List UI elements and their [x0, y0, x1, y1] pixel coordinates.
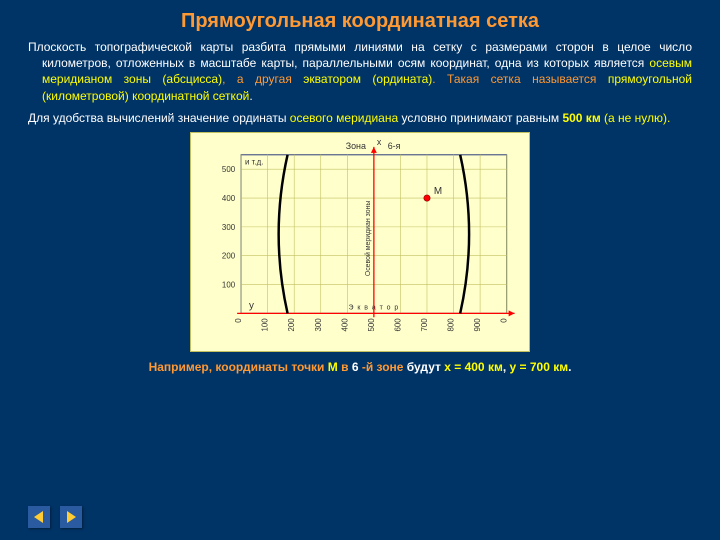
p1-seg1: Плоскость топографической карты разбита … [28, 40, 692, 70]
ex-t5: -й зоне [359, 360, 407, 374]
ex-t6: будут [407, 360, 444, 374]
ex-t2: М [328, 360, 338, 374]
svg-text:0: 0 [500, 318, 509, 323]
p1-seg4: экватором (ордината) [303, 72, 432, 86]
nav-prev-button[interactable] [28, 506, 50, 528]
diagram-container: 0 100 200 300 400 500 600 700 800 900 0 100 200 300 40… [0, 132, 720, 352]
ex-t9: у = 700 км [510, 360, 569, 374]
p2-seg1: Для удобства вычислений значение ординат… [28, 111, 290, 125]
svg-text:400: 400 [340, 318, 349, 332]
svg-text:300: 300 [314, 318, 323, 332]
triangle-right-icon [64, 510, 78, 524]
ex-t10: . [568, 360, 571, 374]
svg-text:Осевой меридиан зоны: Осевой меридиан зоны [364, 201, 372, 277]
svg-text:Зона: Зона [346, 141, 366, 151]
svg-text:200: 200 [287, 318, 296, 332]
svg-text:400: 400 [222, 194, 236, 203]
ex-t7: х = 400 км [444, 360, 503, 374]
p2-seg2: осевого меридиана [290, 111, 398, 125]
svg-text:600: 600 [393, 318, 402, 332]
svg-text:и т.д.: и т.д. [245, 158, 263, 167]
svg-text:y: y [249, 300, 254, 311]
svg-text:0: 0 [234, 318, 243, 323]
example-text: Например, координаты точки М в 6 -й зоне… [0, 360, 720, 374]
svg-text:500: 500 [222, 165, 236, 174]
svg-text:x: x [377, 137, 382, 147]
nav-buttons [28, 506, 82, 528]
triangle-left-icon [32, 510, 46, 524]
svg-text:100: 100 [261, 318, 270, 332]
svg-text:700: 700 [420, 318, 429, 332]
nav-next-button[interactable] [60, 506, 82, 528]
svg-text:300: 300 [222, 223, 236, 232]
coordinate-grid-diagram: 0 100 200 300 400 500 600 700 800 900 0 100 200 300 40… [190, 132, 530, 352]
svg-text:900: 900 [473, 318, 482, 332]
body-text: Плоскость топографической карты разбита … [0, 39, 720, 126]
svg-text:100: 100 [222, 280, 236, 289]
svg-text:М: М [434, 186, 442, 197]
ex-t1: Например, координаты точки [149, 360, 328, 374]
ex-t4: 6 [352, 360, 359, 374]
svg-text:200: 200 [222, 252, 236, 261]
paragraph-1: Плоскость топографической карты разбита … [28, 39, 692, 104]
svg-text:500: 500 [367, 318, 376, 332]
paragraph-2: Для удобства вычислений значение ординат… [28, 110, 692, 126]
p2-seg5: (а не нулю). [601, 111, 671, 125]
p2-seg4: 500 км [562, 111, 600, 125]
p1-seg7: . [249, 89, 252, 103]
svg-text:6-я: 6-я [388, 141, 401, 151]
svg-text:800: 800 [447, 318, 456, 332]
ex-t3: в [338, 360, 352, 374]
p1-seg5: . Такая сетка называется [432, 72, 608, 86]
p2-seg3: условно принимают равным [398, 111, 562, 125]
p1-seg3: , а другая [222, 72, 303, 86]
page-title: Прямоугольная координатная сетка [0, 0, 720, 39]
ex-t8: , [503, 360, 510, 374]
